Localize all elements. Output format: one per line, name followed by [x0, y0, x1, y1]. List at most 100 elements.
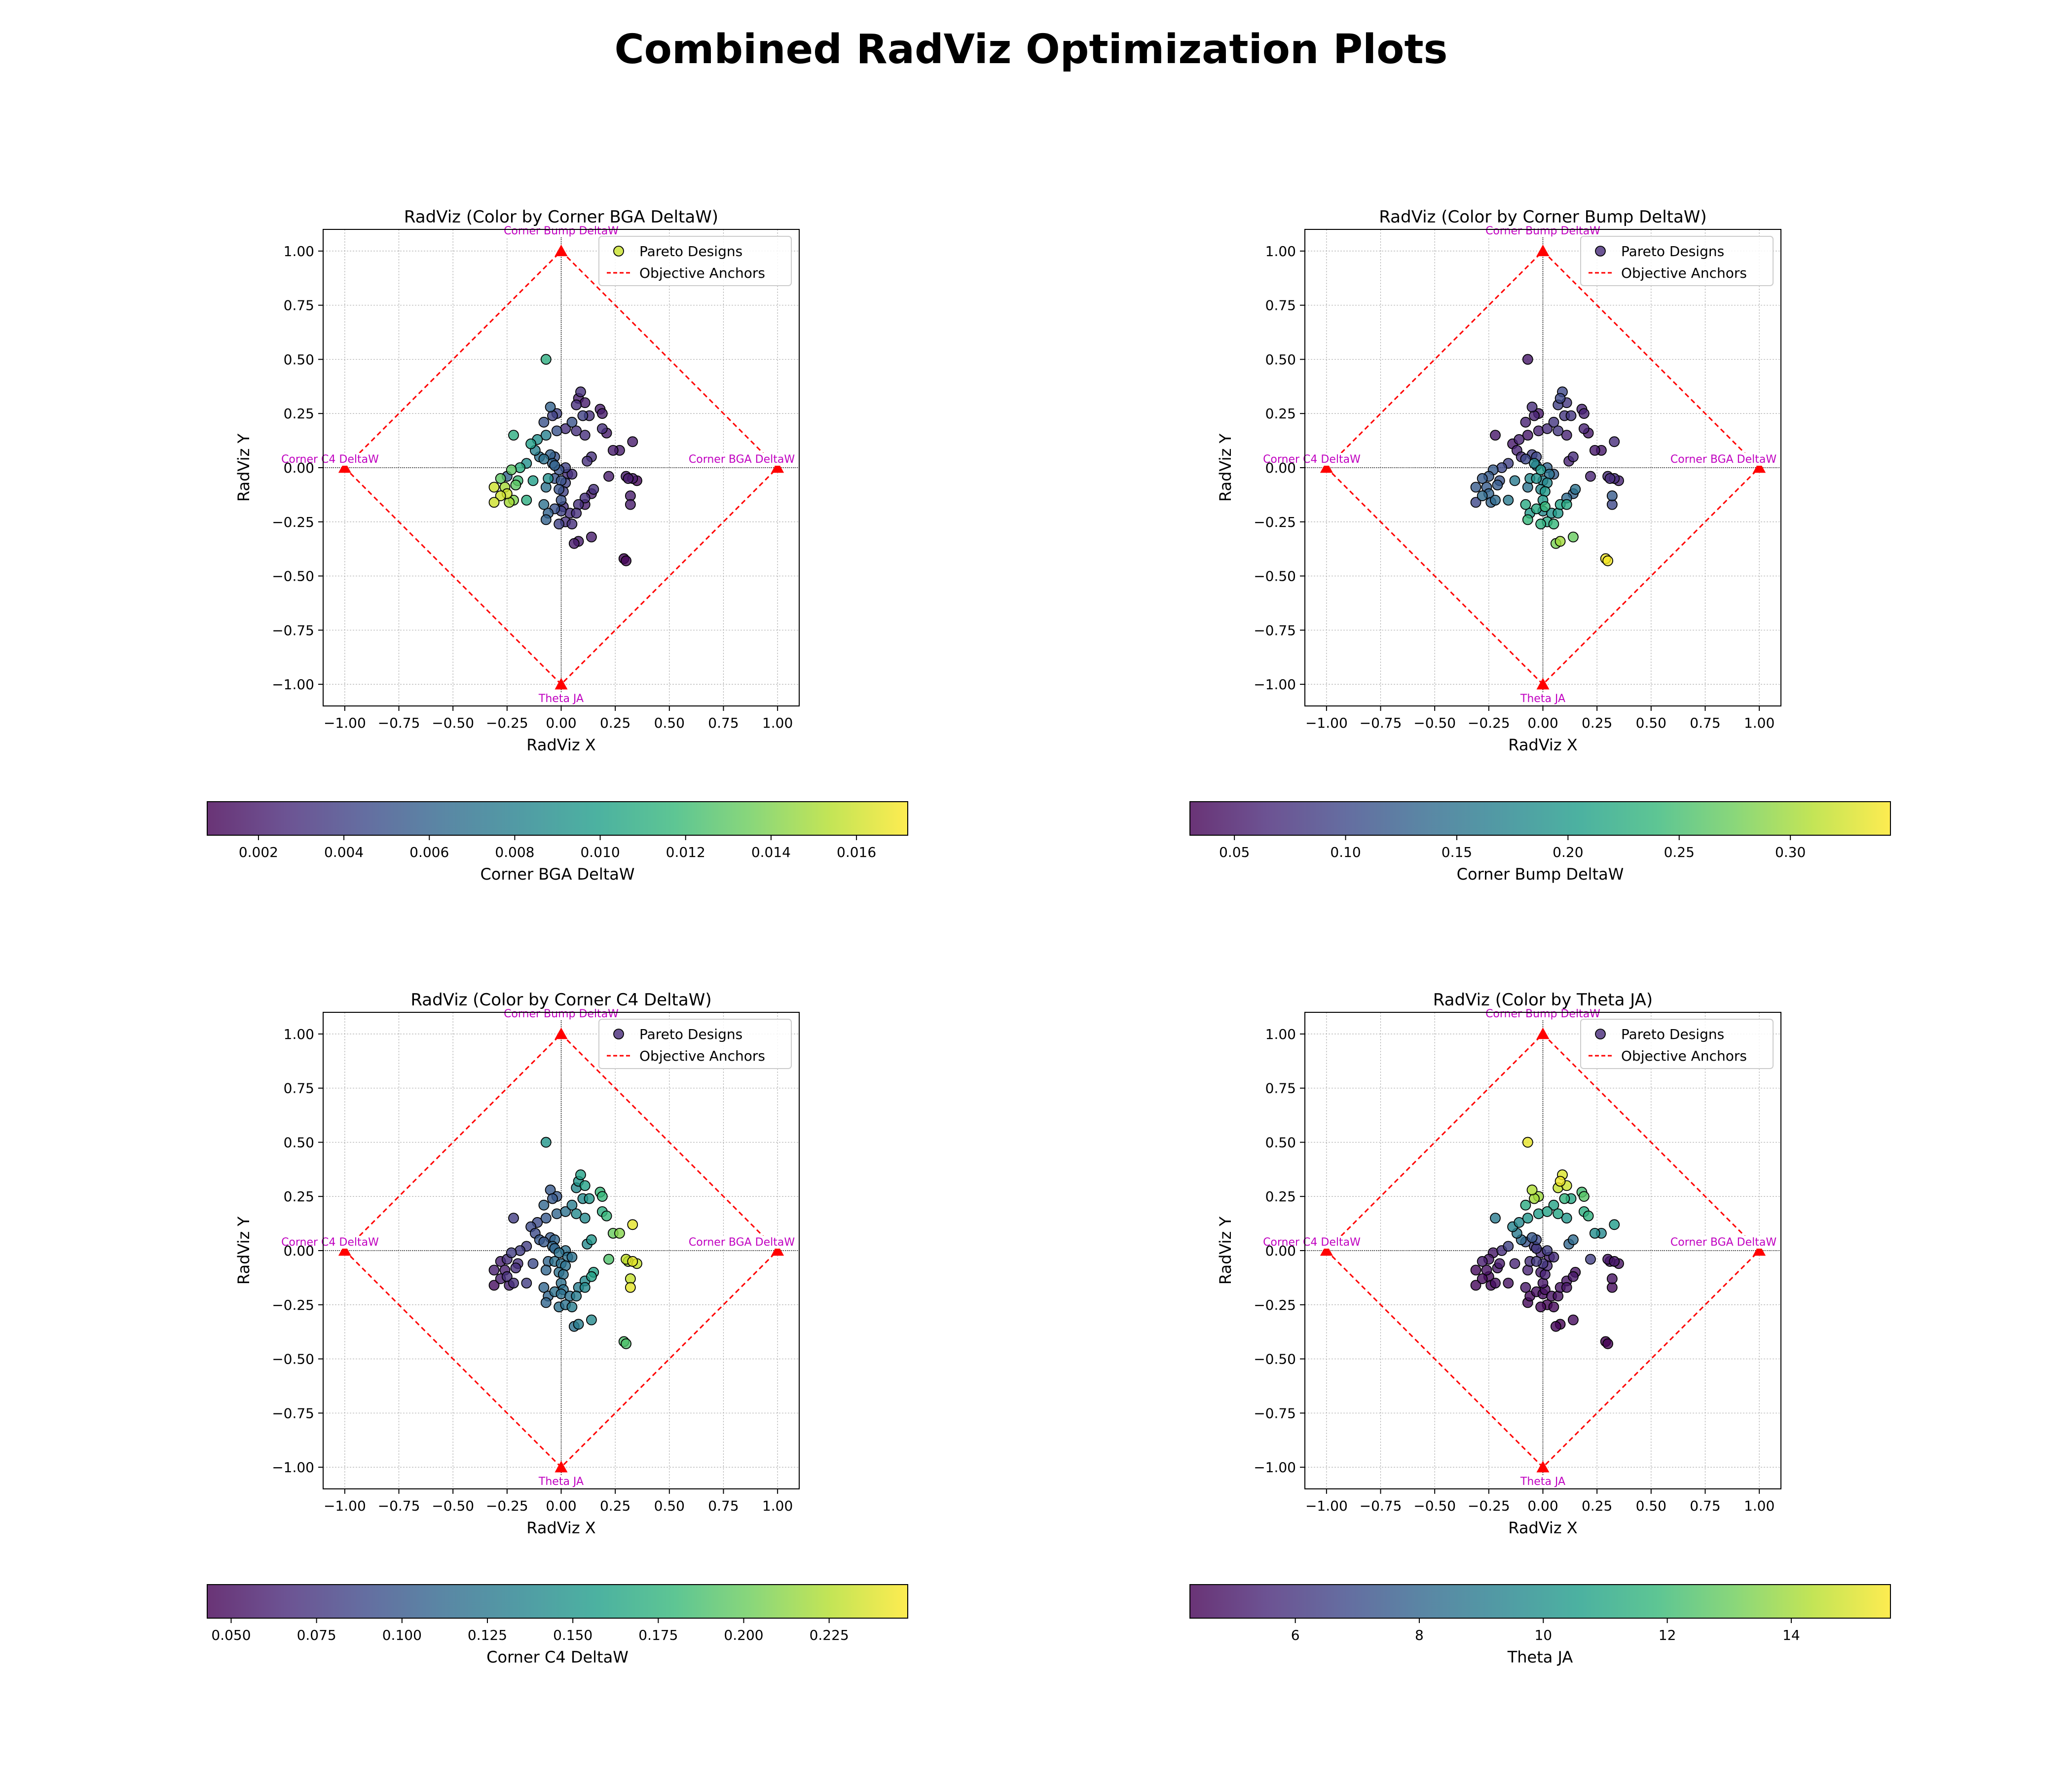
x-tick-label: 0.00	[546, 1498, 576, 1514]
data-point	[1470, 1280, 1481, 1291]
data-point	[1520, 1199, 1531, 1211]
data-point	[1553, 1208, 1564, 1220]
legend-label-points: Pareto Designs	[1621, 243, 1724, 259]
x-tick-label: −1.00	[324, 1498, 366, 1514]
anchor-marker	[1753, 461, 1766, 473]
legend-box	[1580, 236, 1774, 286]
y-tick-label: 1.00	[1265, 243, 1296, 259]
data-point	[579, 1282, 591, 1293]
data-point	[1550, 1321, 1561, 1332]
data-point	[1531, 473, 1542, 484]
y-tick-label: −0.25	[272, 1297, 314, 1313]
y-tick-label: −1.00	[1254, 676, 1296, 693]
legend-label-points: Pareto Designs	[1621, 1026, 1724, 1042]
colorbar-label: Corner BGA DeltaW	[480, 865, 634, 884]
colorbar-tick-label: 0.050	[211, 1627, 251, 1643]
x-tick-label: −0.50	[1413, 1498, 1456, 1514]
y-tick-label: 0.00	[284, 460, 314, 476]
data-point	[540, 430, 552, 441]
data-point	[1559, 1193, 1570, 1204]
anchor-label: Corner C4 DeltaW	[281, 453, 379, 466]
data-point	[1529, 458, 1540, 469]
legend-marker-points	[613, 246, 624, 257]
data-point	[1602, 555, 1613, 566]
data-point	[1606, 490, 1618, 501]
data-point	[1548, 1301, 1559, 1313]
x-tick-label: 0.75	[1690, 715, 1720, 731]
data-point	[1522, 514, 1533, 525]
data-point	[1606, 1273, 1618, 1284]
x-tick-label: 0.50	[1636, 1498, 1666, 1514]
data-point	[1477, 1273, 1488, 1284]
data-point	[1548, 416, 1559, 428]
x-tick-label: 0.25	[1582, 1498, 1612, 1514]
data-point	[566, 1199, 578, 1211]
anchor-label-bg	[504, 1007, 619, 1020]
x-tick-label: −0.75	[378, 1498, 420, 1514]
anchor-label-bg	[687, 453, 797, 466]
x-tick-label: 0.00	[1527, 1498, 1558, 1514]
colorbar-tick-label: 0.225	[810, 1627, 849, 1643]
data-point	[506, 464, 517, 476]
data-point	[1561, 1213, 1572, 1224]
colorbar-tick-label: 0.006	[409, 844, 449, 860]
x-tick-label: 0.25	[600, 1498, 630, 1514]
x-axis-label: RadViz X	[1508, 736, 1577, 754]
legend-label-points: Pareto Designs	[639, 243, 742, 259]
data-point	[1554, 1176, 1566, 1187]
subplot-bga: Corner Bump DeltaW Corner BGA DeltaW Theta…	[207, 207, 908, 884]
legend-marker-points	[613, 1029, 624, 1039]
data-point	[527, 475, 539, 486]
data-point	[596, 423, 608, 434]
data-point	[543, 473, 554, 484]
anchor-label-bg	[1669, 453, 1778, 466]
data-point	[1522, 1213, 1533, 1224]
y-tick-label: −0.25	[1254, 514, 1296, 530]
data-point	[579, 1180, 591, 1191]
anchor-label-bg	[1259, 453, 1362, 466]
x-tick-label: 1.00	[762, 715, 793, 731]
data-point	[1609, 1219, 1620, 1230]
x-tick-label: 0.75	[708, 715, 739, 731]
anchor-label: Corner BGA DeltaW	[1670, 453, 1776, 466]
data-point	[566, 1301, 578, 1313]
anchor-label: Corner Bump DeltaW	[1485, 1008, 1600, 1020]
x-axis-label: RadViz X	[526, 1518, 595, 1537]
data-point	[1542, 423, 1553, 434]
data-point	[566, 469, 578, 480]
data-point	[555, 494, 567, 506]
data-point	[1490, 1213, 1501, 1224]
data-point	[488, 481, 500, 493]
data-point	[627, 1256, 638, 1267]
data-point	[607, 444, 619, 456]
x-tick-label: −1.00	[324, 715, 366, 731]
data-point	[1542, 1206, 1553, 1217]
y-tick-label: −0.75	[272, 622, 314, 638]
data-point	[1570, 484, 1581, 495]
colorbar-tick-label: 0.200	[724, 1627, 763, 1643]
data-point	[1535, 464, 1547, 476]
data-point	[579, 492, 591, 504]
colorbar-tick-label: 8	[1415, 1627, 1424, 1643]
y-tick-label: 0.00	[1265, 460, 1296, 476]
anchor-label-bg	[535, 1475, 588, 1488]
colorbar-tick-label: 6	[1291, 1627, 1300, 1643]
data-point	[1503, 1241, 1514, 1252]
y-tick-label: −1.00	[272, 1459, 314, 1476]
data-point	[1477, 473, 1488, 484]
y-tick-label: 1.00	[1265, 1026, 1296, 1042]
data-point	[538, 499, 550, 510]
data-point	[540, 1213, 552, 1224]
data-point	[1470, 1264, 1481, 1276]
subplot-title: RadViz (Color by Theta JA)	[1433, 990, 1653, 1010]
data-point	[571, 425, 582, 437]
data-point	[584, 1193, 595, 1204]
x-axis-label: RadViz X	[1508, 1518, 1577, 1537]
data-point	[1548, 1199, 1559, 1211]
subplot-c4: Corner Bump DeltaW Corner BGA DeltaW Theta…	[207, 990, 908, 1666]
data-point	[588, 484, 599, 495]
subplot-bump: Corner Bump DeltaW Corner BGA DeltaW Theta…	[1189, 207, 1891, 884]
data-point	[1470, 497, 1481, 508]
data-point	[566, 416, 578, 428]
